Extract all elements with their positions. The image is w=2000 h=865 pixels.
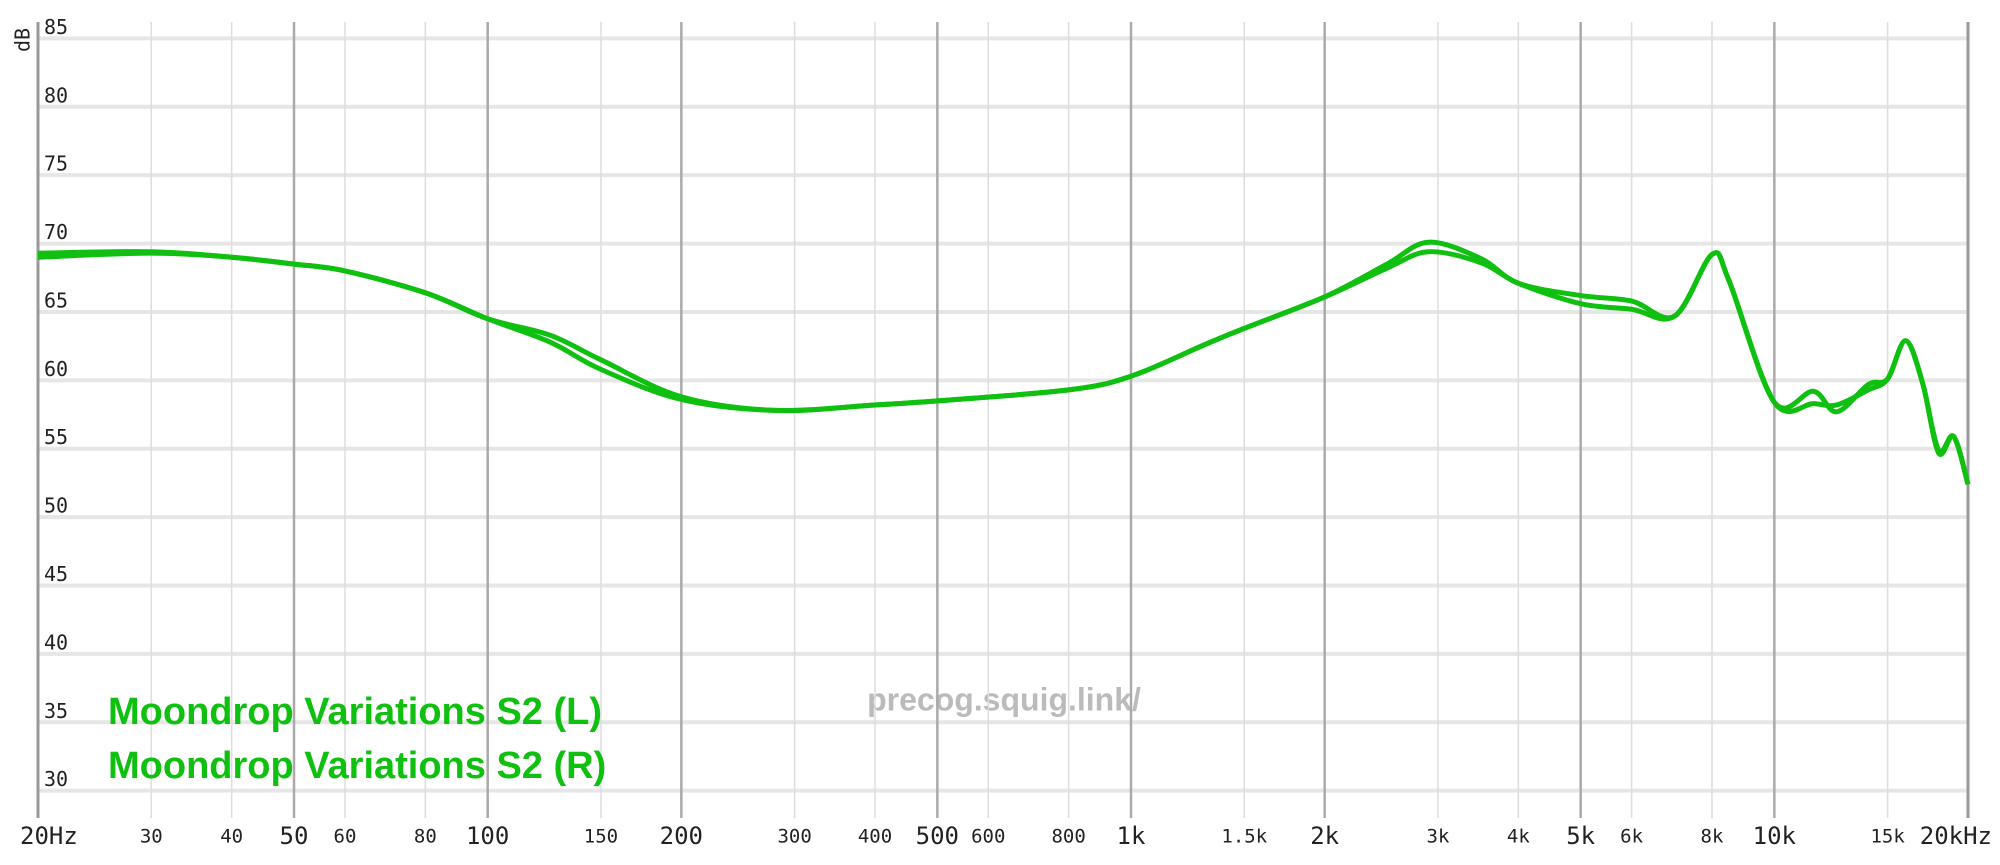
y-tick-label: 70 (44, 220, 68, 244)
x-tick-label: 15k (1870, 826, 1905, 848)
x-tick-label: 200 (660, 822, 703, 850)
legend-entry: Moondrop Variations S2 (R) (108, 745, 606, 787)
y-tick-label: 65 (44, 288, 68, 312)
x-tick-label: 1.5k (1221, 826, 1267, 848)
y-tick-label: 30 (44, 767, 68, 791)
watermark: precog.squig.link/ (867, 681, 1141, 717)
x-tick-label: 5k (1566, 822, 1595, 850)
x-tick-label: 400 (858, 826, 892, 848)
x-tick-label: 500 (916, 822, 959, 850)
y-tick-label: 75 (44, 152, 68, 176)
y-tick-label: 50 (44, 494, 68, 518)
y-axis-label: dB (11, 28, 35, 52)
x-tick-label: 20kHz (1920, 822, 1992, 850)
x-tick-label: 4k (1507, 826, 1530, 848)
y-tick-label: 35 (44, 699, 68, 723)
y-tick-label: 85 (44, 15, 68, 39)
x-tick-label: 20Hz (20, 822, 78, 850)
x-tick-label: 30 (140, 826, 163, 848)
x-tick-label: 600 (971, 826, 1005, 848)
y-tick-label: 45 (44, 562, 68, 586)
x-tick-label: 50 (280, 822, 309, 850)
x-tick-label: 80 (414, 826, 437, 848)
y-tick-label: 55 (44, 425, 68, 449)
x-tick-label: 6k (1620, 826, 1643, 848)
x-tick-label: 3k (1427, 826, 1450, 848)
legend-entry: Moondrop Variations S2 (L) (108, 691, 602, 733)
y-tick-label: 60 (44, 357, 68, 381)
x-tick-label: 1k (1117, 822, 1146, 850)
x-tick-label: 2k (1310, 822, 1339, 850)
x-tick-label: 150 (584, 826, 618, 848)
y-tick-label: 80 (44, 83, 68, 107)
x-tick-label: 60 (334, 826, 357, 848)
frequency-response-line (37, 249, 1971, 485)
y-tick-label: 40 (44, 630, 68, 654)
x-tick-label: 8k (1701, 826, 1724, 848)
x-tick-label: 100 (466, 822, 509, 850)
x-tick-label: 10k (1753, 822, 1797, 850)
x-tick-label: 40 (220, 826, 243, 848)
x-tick-label: 300 (777, 826, 811, 848)
x-tick-label: 800 (1051, 826, 1085, 848)
